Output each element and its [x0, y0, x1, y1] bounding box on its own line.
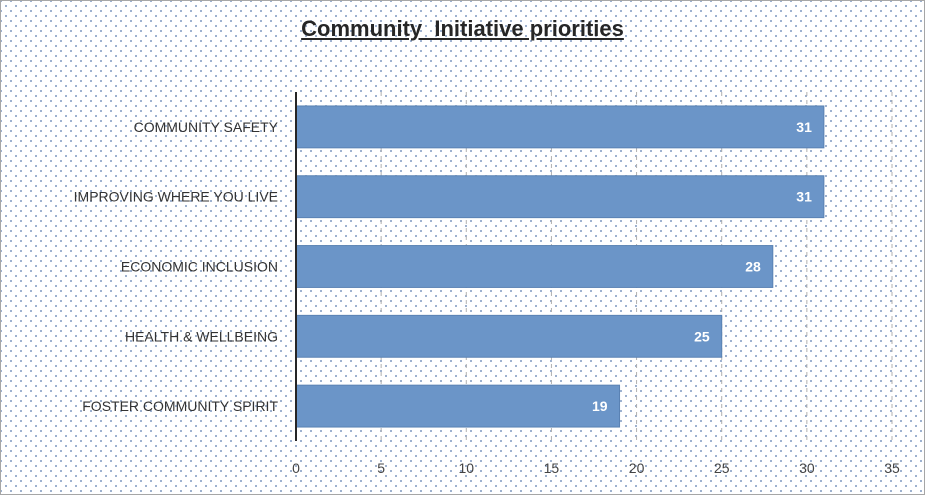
x-tick-label: 30: [799, 460, 815, 476]
data-label: 28: [745, 259, 761, 275]
x-tick-label: 20: [629, 460, 645, 476]
bar: [295, 314, 723, 358]
x-tick-label: 0: [292, 460, 300, 476]
x-tick-label: 15: [544, 460, 560, 476]
data-label: 25: [694, 328, 710, 344]
data-label: 31: [796, 189, 812, 205]
x-tick-label: 10: [458, 460, 474, 476]
category-label: COMMUNITY SAFETY: [134, 119, 279, 135]
x-tick-label: 35: [884, 460, 900, 476]
x-tick-label: 5: [377, 460, 385, 476]
category-label: HEALTH & WELLBEING: [125, 328, 278, 344]
bar: [295, 105, 825, 149]
x-tick-label: 25: [714, 460, 730, 476]
bar: [295, 175, 825, 219]
bar: [295, 245, 774, 288]
bar: [295, 384, 621, 428]
category-label: FOSTER COMMUNITY SPIRIT: [82, 398, 278, 414]
category-label: IMPROVING WHERE YOU LIVE: [74, 189, 278, 205]
data-label: 19: [592, 398, 608, 414]
data-label: 31: [796, 119, 812, 135]
chart-title: Community Initiative priorities: [301, 16, 624, 41]
category-label: ECONOMIC INCLUSION: [121, 259, 278, 275]
